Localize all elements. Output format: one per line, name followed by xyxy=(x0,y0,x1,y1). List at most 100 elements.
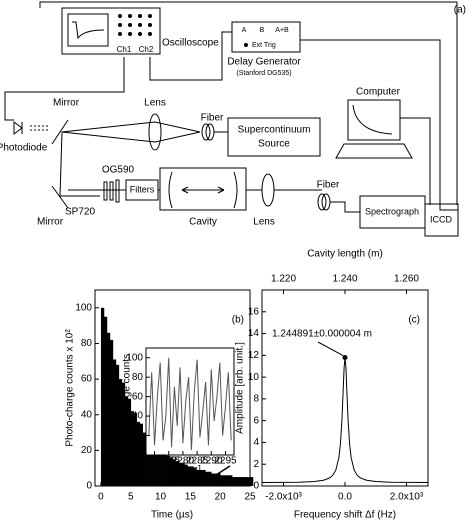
bar xyxy=(145,432,149,486)
y-tick-label: 4 xyxy=(253,437,259,448)
x-tick-label: 2280 xyxy=(172,456,195,467)
fiber-coil xyxy=(201,123,211,141)
label: B xyxy=(260,27,265,34)
y-tick-label: 6 xyxy=(253,415,259,426)
photodiode-symbol xyxy=(13,121,23,135)
x-tick-label: 15 xyxy=(185,492,197,503)
bar xyxy=(172,459,176,486)
oscilloscope-box xyxy=(61,7,161,55)
bar xyxy=(238,477,242,486)
setup-diagram: (a) Oscilloscope Ch1 Ch2 A B A+B Ext Tri… xyxy=(0,1,466,237)
lens xyxy=(148,113,162,151)
filter xyxy=(109,181,114,201)
label: Oscilloscope xyxy=(162,38,219,49)
x-tick-label: 2285 xyxy=(186,456,209,467)
bar xyxy=(247,477,251,486)
label: (Stanford DG535) xyxy=(236,70,291,77)
y-tick-label: 0 xyxy=(137,450,143,461)
x-tick-label: 5 xyxy=(128,492,134,503)
bar xyxy=(121,382,126,486)
monitor xyxy=(347,99,401,141)
label: Ch2 xyxy=(139,45,154,54)
bar xyxy=(250,477,254,486)
y-tick-label: 0 xyxy=(86,481,92,492)
screen-trace xyxy=(72,21,105,40)
bar xyxy=(133,412,138,486)
beam xyxy=(154,131,201,143)
lens xyxy=(261,173,275,207)
x-tick-label: 2275 xyxy=(158,456,181,467)
beam xyxy=(61,131,156,143)
label: Mirror xyxy=(37,217,64,228)
panel-label: (b) xyxy=(232,315,244,326)
bar xyxy=(169,457,173,486)
bar xyxy=(100,307,105,486)
plot-frame xyxy=(261,289,429,487)
x-tick-label: 25 xyxy=(244,492,256,503)
line xyxy=(148,357,232,451)
x-tick-label: 0 xyxy=(98,492,104,503)
cavity-box xyxy=(159,167,247,211)
bar xyxy=(148,439,152,486)
bar xyxy=(118,379,123,486)
connector xyxy=(244,43,248,47)
label: Mirror xyxy=(53,98,80,109)
label: Photodiode xyxy=(0,143,48,154)
bar xyxy=(211,473,215,486)
bar xyxy=(202,469,206,486)
iccd-box xyxy=(424,203,459,237)
bar xyxy=(127,398,132,486)
x2-axis-label: Cavity length (m) xyxy=(307,249,383,260)
oscilloscope-screen xyxy=(67,13,109,47)
y-axis-label: Amplitude [arb. unit.] xyxy=(235,342,246,434)
label: SP720 xyxy=(65,207,95,218)
label: Ext Trig xyxy=(252,42,276,49)
bar xyxy=(217,473,221,486)
x-tick-label: 2.0x10³ xyxy=(390,492,424,503)
cavity-mirror xyxy=(168,171,238,209)
bar xyxy=(229,475,233,486)
x2-tick-label: 1.220 xyxy=(271,274,296,285)
bar xyxy=(223,475,227,486)
y-tick-label: 40 xyxy=(81,409,93,420)
y-tick-label: 40 xyxy=(132,411,144,422)
source-box xyxy=(227,117,321,157)
annotation-arrow xyxy=(317,341,344,356)
knobs xyxy=(118,14,152,36)
x-tick-label: 2270 xyxy=(143,456,166,467)
x-tick-label: -2.0x10³ xyxy=(265,492,302,503)
bar xyxy=(109,339,114,486)
bar xyxy=(244,477,248,486)
bar xyxy=(232,477,236,486)
inset-x-label: Time [µs] xyxy=(160,465,201,476)
bar xyxy=(226,475,230,486)
label: Source xyxy=(258,139,290,150)
bar xyxy=(106,332,111,486)
label: Spectrograph xyxy=(365,206,419,216)
bar xyxy=(184,464,188,486)
label: Fiber xyxy=(201,113,224,124)
x-tick-label: 2290 xyxy=(200,456,223,467)
x-tick-label: 20 xyxy=(215,492,227,503)
bar xyxy=(214,473,218,486)
bar xyxy=(142,432,146,486)
bar xyxy=(220,475,224,486)
panel-label: (a) xyxy=(454,5,466,16)
label: Computer xyxy=(356,87,401,98)
bar xyxy=(115,364,120,486)
label: Fiber xyxy=(317,180,340,191)
y-tick-label: 8 xyxy=(253,394,259,405)
mirror xyxy=(51,119,69,145)
label: Lens xyxy=(253,217,275,228)
wire xyxy=(4,57,125,121)
label: Cavity xyxy=(189,217,217,228)
inset-y-label: Photo-charge counts xyxy=(122,354,133,446)
cavity-arrow xyxy=(181,186,225,194)
y-tick-label: 20 xyxy=(132,430,144,441)
bar xyxy=(193,468,197,486)
wire xyxy=(300,39,458,211)
bar xyxy=(154,446,158,486)
y-tick-label: 80 xyxy=(132,372,144,383)
x2-tick-label: 1.260 xyxy=(394,274,419,285)
